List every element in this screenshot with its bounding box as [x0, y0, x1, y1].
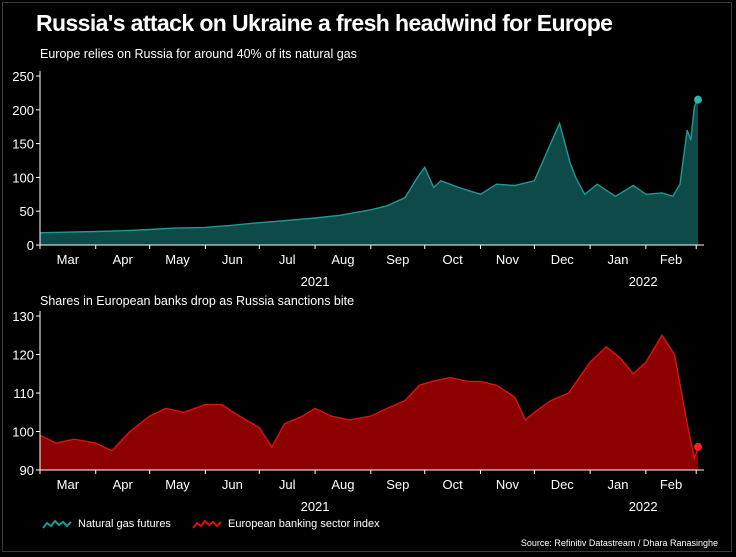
bank-chart-subtitle: Shares in European banks drop as Russia … [40, 294, 355, 308]
legend-gas: Natural gas futures [42, 518, 171, 530]
legend-banks: European banking sector index [192, 518, 380, 530]
bank-ytick-label: 110 [13, 386, 34, 401]
legend-banks-swatch [192, 519, 222, 529]
gas-xtick-label: Sep [386, 252, 409, 267]
gas-xtick-label: Aug [331, 252, 354, 267]
bank-xtick-label: Aug [331, 477, 354, 492]
gas-xtick-label: May [165, 252, 190, 267]
gas-chart-subtitle: Europe relies on Russia for around 40% o… [40, 47, 357, 61]
gas-ytick-label: 50 [20, 204, 34, 219]
bank-area [40, 335, 698, 470]
gas-line [39, 99, 699, 234]
gas-ytick-label: 0 [27, 238, 34, 253]
gas-ytick-label: 200 [12, 103, 34, 118]
gas-area [40, 99, 698, 245]
gas-xtick-label: Jun [222, 252, 243, 267]
gas-ytick-label: 250 [12, 69, 34, 84]
legend-gas-swatch [42, 519, 72, 529]
gas-ytick-label: 100 [12, 170, 34, 185]
bank-xtick-label: Jan [608, 477, 629, 492]
bank-end-point [694, 442, 702, 451]
bank-xtick-label: Jun [222, 477, 243, 492]
bank-line [39, 333, 699, 462]
gas-ytick-label: 150 [12, 137, 34, 152]
bank-xtick-label: Apr [113, 477, 134, 492]
gas-year-label: 2021 [301, 274, 330, 289]
gas-xtick-label: Feb [660, 252, 682, 267]
bank-xtick-label: May [165, 477, 190, 492]
chart-title: Russia's attack on Ukraine a fresh headw… [36, 10, 613, 36]
gas-year-label: 2022 [629, 274, 658, 289]
bank-ytick-label: 100 [12, 425, 34, 440]
gas-xtick-label: Mar [57, 252, 80, 267]
gas-xtick-label: Apr [113, 252, 134, 267]
bank-xtick-label: Feb [660, 477, 682, 492]
bank-xtick-label: Mar [57, 477, 80, 492]
bank-xtick-label: Oct [442, 477, 463, 492]
gas-xtick-label: Jan [608, 252, 629, 267]
bank-year-label: 2022 [629, 499, 658, 514]
bank-xtick-label: Dec [551, 477, 575, 492]
bank-ytick-label: 120 [12, 348, 34, 363]
bank-chart: 90 100 110 120 130 Mar Apr May Jun Jul Aug Sep Oct No… [12, 309, 704, 514]
gas-xtick-label: Dec [551, 252, 575, 267]
bank-year-label: 2021 [301, 499, 330, 514]
legend-gas-label: Natural gas futures [78, 518, 171, 530]
bank-ytick-label: 90 [20, 463, 34, 478]
bank-xtick-label: Nov [496, 477, 520, 492]
gas-xtick-label: Oct [442, 252, 463, 267]
gas-end-point [694, 95, 702, 104]
gas-xtick-label: Jul [279, 252, 296, 267]
bank-xtick-label: Sep [386, 477, 409, 492]
source-note: Source: Refinitiv Datastream / Dhara Ran… [520, 538, 718, 548]
bank-ytick-label: 130 [12, 309, 34, 324]
gas-xtick-label: Nov [496, 252, 520, 267]
bank-xtick-label: Jul [279, 477, 296, 492]
gas-chart: 0 50 100 150 200 250 Mar Apr May Jun Jul Aug Sep Oct N… [12, 69, 704, 289]
legend-banks-label: European banking sector index [228, 518, 380, 530]
